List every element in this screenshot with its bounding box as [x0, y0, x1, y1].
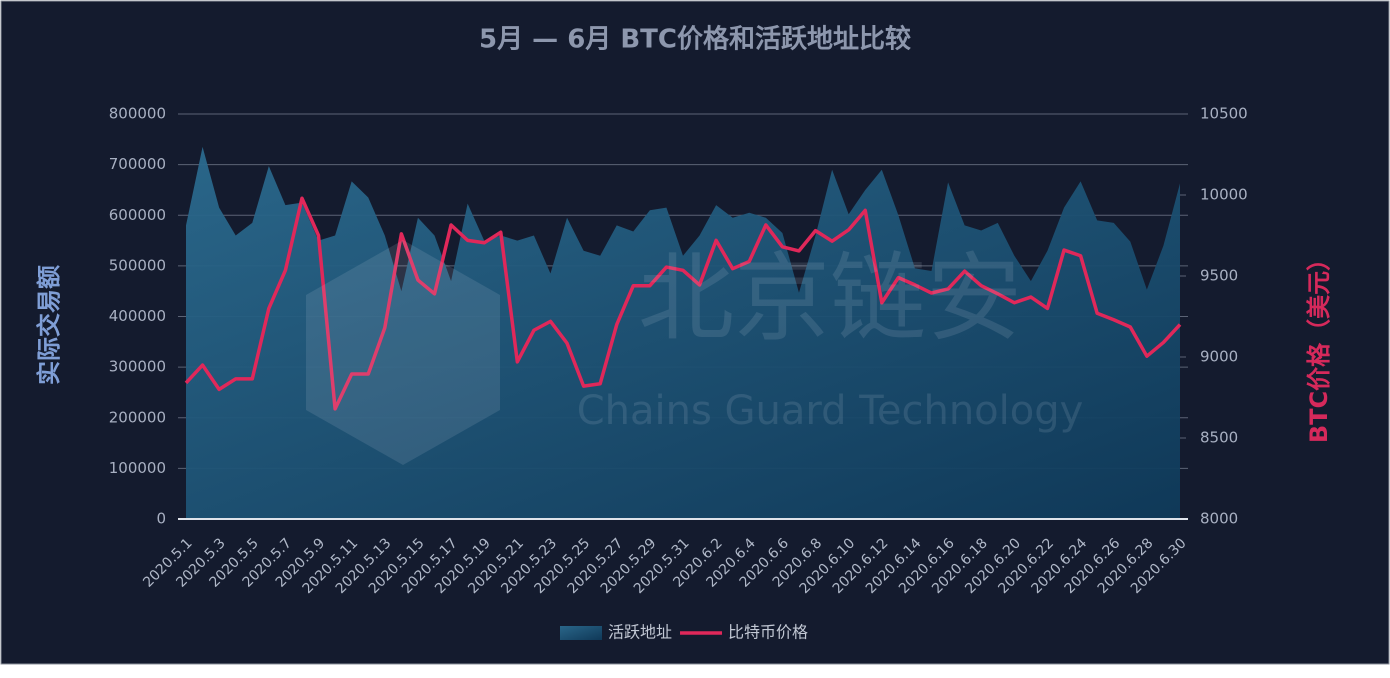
legend-swatch: [560, 626, 602, 640]
y2-tick-label: 10500: [1200, 105, 1248, 123]
legend-label: 活跃地址: [608, 623, 672, 642]
y2-tick-label: 8000: [1200, 510, 1238, 528]
legend-label: 比特币价格: [728, 623, 808, 642]
y-tick-label: 300000: [109, 358, 166, 376]
y-tick-label: 100000: [109, 459, 166, 477]
y2-tick-label: 9500: [1200, 267, 1238, 285]
plot: [178, 113, 1188, 520]
y-tick-label: 0: [156, 510, 166, 528]
legend: 活跃地址 比特币价格: [560, 623, 808, 642]
y2-tick-label: 8500: [1200, 429, 1238, 447]
y-axis-title: 实际交易额: [35, 265, 63, 385]
y2-tick-label: 10000: [1200, 186, 1248, 204]
y-tick-label: 700000: [109, 155, 166, 173]
watermark: Chains Guard Technology: [577, 388, 1084, 434]
chart-title: 5月 — 6月 BTC价格和活跃地址比较: [479, 24, 911, 55]
watermark-logo: [306, 240, 500, 465]
y2-axis-title: BTC价格（美元）: [1305, 247, 1333, 443]
area: [186, 146, 1180, 519]
y2-tick-label: 9000: [1200, 348, 1238, 366]
line: [184, 196, 1182, 411]
watermark: 北京链安: [638, 242, 1022, 354]
y-tick-label: 600000: [109, 206, 166, 224]
y-tick-label: 800000: [109, 105, 166, 123]
y-tick-label: 500000: [109, 256, 166, 274]
y-tick-label: 400000: [109, 307, 166, 325]
y-tick-label: 200000: [109, 408, 166, 426]
